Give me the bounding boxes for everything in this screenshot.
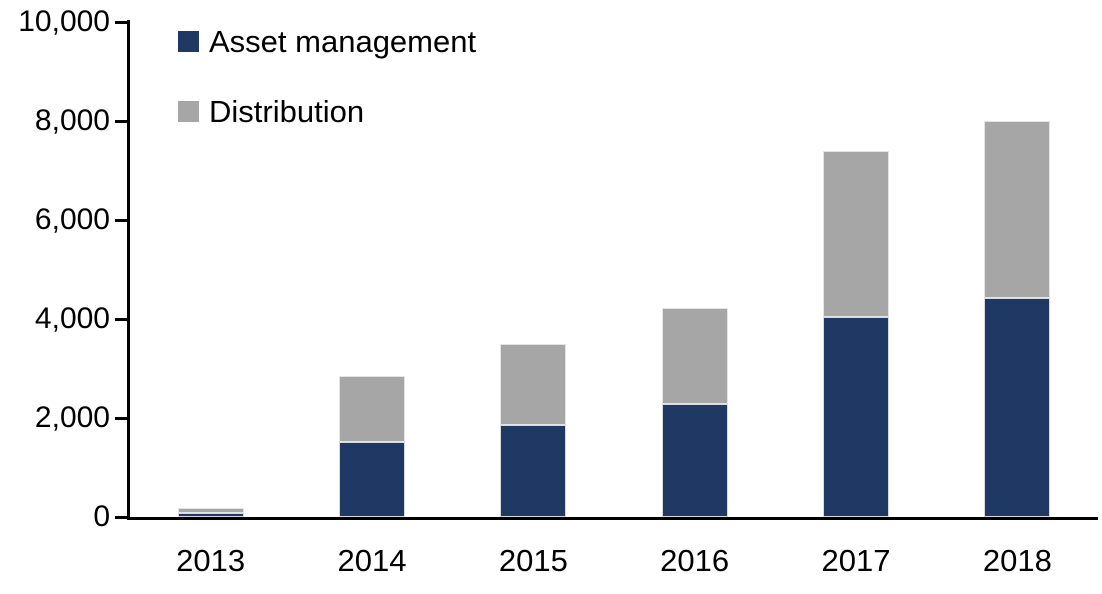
bar-2016-distribution-segment	[661, 307, 728, 404]
x-axis-label-2013: 2013	[176, 543, 246, 578]
bar-2017	[823, 150, 889, 517]
bar-2017-asset-management-segment	[823, 317, 889, 517]
bar-2014-asset-management-segment	[339, 441, 405, 517]
y-axis-tick-label: 8,000	[34, 104, 110, 137]
bar-2015-distribution-segment	[500, 343, 567, 426]
bar-2014-distribution-segment	[339, 375, 405, 442]
bar-2018	[984, 121, 1051, 517]
bar-2018-distribution-segment	[984, 121, 1051, 299]
legend-item-asset-management: Asset management	[178, 26, 476, 57]
bar-2015-asset-management-segment	[500, 425, 567, 517]
legend-label-distribution: Distribution	[209, 93, 365, 129]
bar-2017-distribution-segment	[823, 150, 889, 317]
y-axis-tick-label: 6,000	[34, 203, 110, 236]
bar-2013-asset-management-segment	[177, 513, 244, 517]
x-axis-label-2014: 2014	[337, 543, 407, 578]
asset-management-swatch-icon	[178, 30, 199, 52]
bar-2013	[177, 508, 244, 517]
y-axis-tick	[115, 120, 127, 123]
distribution-swatch-icon	[178, 100, 199, 122]
legend-item-distribution: Distribution	[178, 96, 476, 127]
bar-2016	[661, 307, 728, 517]
y-axis-tick-label: 10,000	[18, 5, 110, 38]
bar-2016-asset-management-segment	[661, 403, 728, 517]
y-axis-tick	[115, 417, 127, 420]
chart-legend: Asset management Distribution	[178, 26, 476, 170]
bar-2014	[339, 375, 405, 517]
y-axis-tick-label: 0	[93, 500, 110, 533]
bar-2013-distribution-segment	[177, 508, 244, 514]
y-axis-tick	[115, 318, 127, 321]
y-axis-line	[127, 20, 130, 520]
y-axis-tick	[115, 21, 127, 24]
x-axis-label-2017: 2017	[821, 543, 891, 578]
y-axis-tick-label: 2,000	[34, 401, 110, 434]
bar-2018-asset-management-segment	[984, 298, 1051, 517]
legend-label-asset-management: Asset management	[209, 23, 477, 59]
x-axis-label-2016: 2016	[660, 543, 730, 578]
x-axis-label-2015: 2015	[498, 543, 568, 578]
y-axis-tick	[115, 516, 127, 519]
y-axis-tick	[115, 219, 127, 222]
bar-2015	[500, 343, 567, 517]
x-axis-line	[127, 517, 1098, 520]
x-axis-label-2018: 2018	[982, 543, 1052, 578]
y-axis-tick-label: 4,000	[34, 302, 110, 335]
